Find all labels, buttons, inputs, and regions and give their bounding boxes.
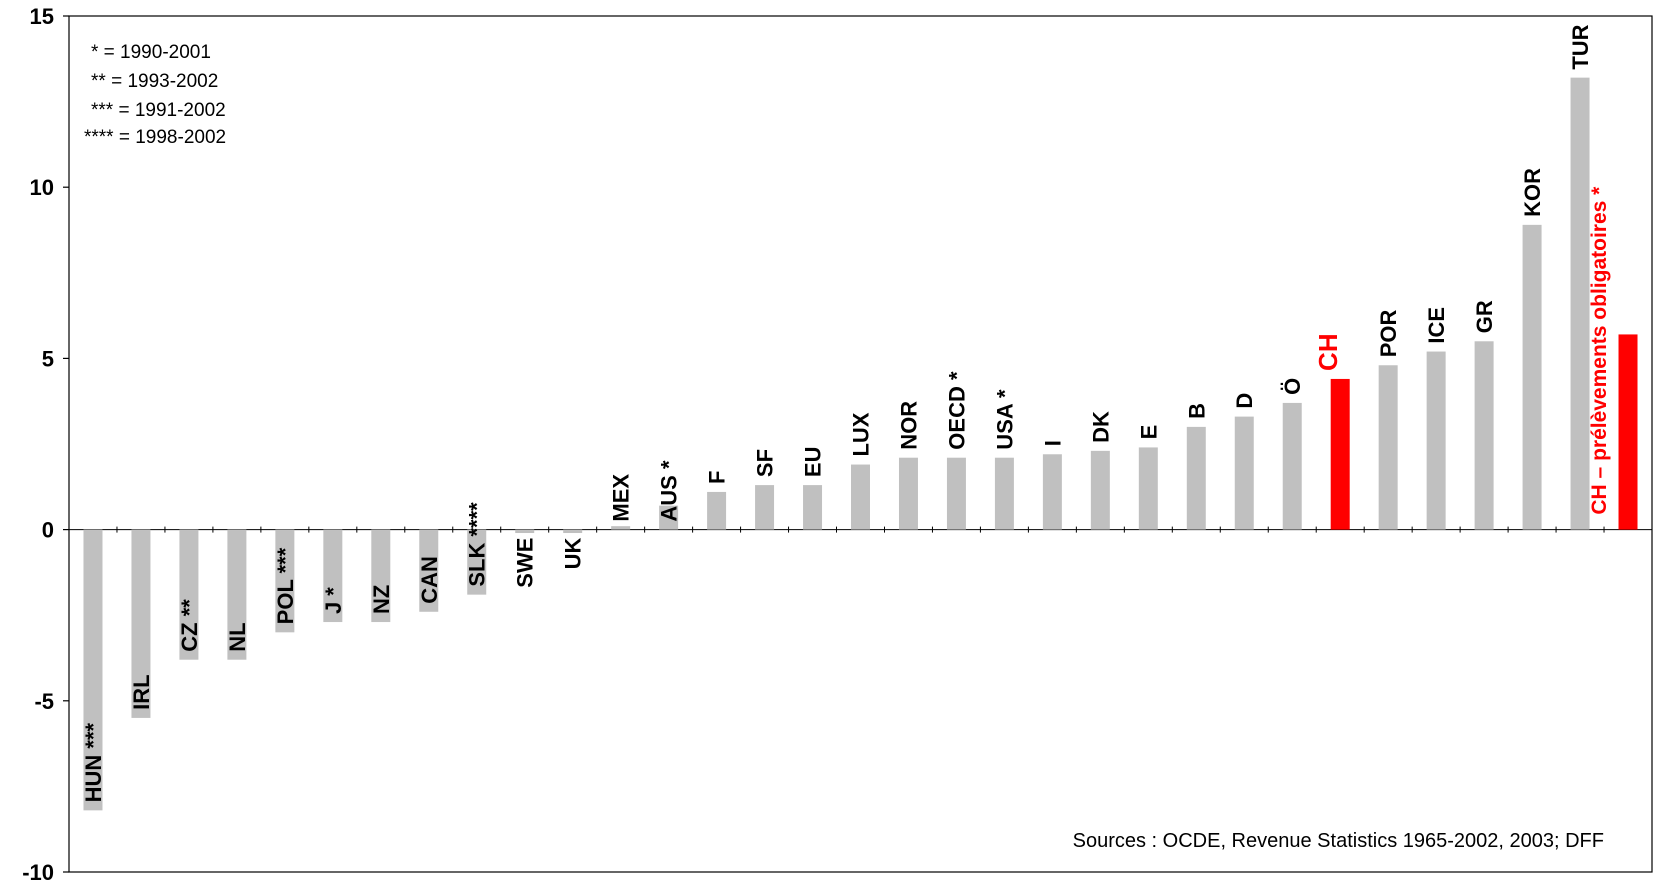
bar-label: D (1232, 393, 1257, 409)
bar (707, 491, 727, 530)
bar-label: Ö (1280, 378, 1305, 395)
bar-label: DK (1088, 411, 1113, 443)
bar (1042, 454, 1062, 530)
bar (1282, 402, 1302, 530)
bar (179, 529, 199, 660)
bar-label: AUS * (657, 460, 682, 522)
bar-label: CZ ** (177, 599, 202, 652)
bar (1330, 378, 1350, 530)
bar-label: OECD * (944, 371, 969, 450)
bar-label: NZ (369, 585, 394, 614)
bar-label: B (1184, 403, 1209, 419)
bar (419, 529, 439, 612)
bar-label: MEX (609, 474, 634, 522)
bar-label: SF (753, 449, 778, 477)
bar-labels: HUN *** IRL CZ ** NL POL *** J * NZ CAN SLK ****… (81, 24, 1611, 802)
bar (515, 529, 535, 534)
source-note: Sources : OCDE, Revenue Statistics 1965-… (1073, 830, 1604, 852)
y-tick-label: -5 (34, 689, 54, 714)
y-tick-label: 10 (30, 175, 54, 200)
bar-label: CAN (417, 556, 442, 604)
bar (227, 529, 247, 660)
bar-label: NOR (896, 401, 921, 450)
bar-label: SWE (513, 538, 538, 588)
bar-label: F (705, 470, 730, 483)
bar-label: USA * (992, 389, 1017, 450)
note-4: **** = 1998-2002 (84, 127, 226, 148)
bar-label: IRL (129, 674, 154, 709)
bar (659, 505, 679, 530)
bar-label: ICE (1424, 307, 1449, 344)
note-3: *** = 1991-2002 (91, 100, 226, 121)
bar-label: J * (321, 587, 346, 614)
y-axis: 15 10 5 0 -5 -10 (22, 4, 69, 885)
bar (1426, 351, 1446, 530)
bar (1618, 334, 1638, 530)
bar (83, 529, 103, 811)
bar (1186, 426, 1206, 530)
plot-border (68, 15, 1653, 873)
y-tick-label: 15 (30, 4, 54, 29)
bar (323, 529, 343, 623)
note-1: * = 1990-2001 (91, 42, 211, 63)
bar (851, 464, 870, 530)
bar-label: CH (1313, 333, 1343, 371)
bar (946, 457, 966, 530)
bar-label: HUN *** (81, 722, 106, 802)
bar (1378, 365, 1398, 530)
bar (1522, 224, 1542, 530)
bar (1570, 77, 1590, 530)
bar (275, 529, 295, 633)
bar-label: KOR (1520, 168, 1545, 217)
legend-notes: * = 1990-2001 ** = 1993-2002 *** = 1991-… (84, 42, 226, 148)
y-tick-label: -10 (22, 860, 54, 885)
bar (898, 457, 918, 530)
bar (611, 526, 631, 530)
bar-label: POR (1376, 309, 1401, 357)
bar (563, 529, 583, 534)
bar (371, 529, 391, 623)
bar-label: TUR (1568, 24, 1593, 69)
bar-label: SLK **** (465, 502, 490, 587)
bar (803, 485, 823, 530)
bar (1138, 447, 1158, 530)
bar (467, 529, 487, 595)
bar-label: LUX (849, 412, 874, 456)
note-2: ** = 1993-2002 (91, 71, 218, 92)
bar (994, 457, 1014, 530)
bar (755, 485, 775, 530)
bars (83, 77, 1638, 811)
y-tick-label: 0 (42, 518, 54, 543)
bar-label: GR (1472, 300, 1497, 333)
bar (131, 529, 151, 718)
bar-label: CH – prélèvements obligatoires * (1588, 186, 1611, 515)
bar (1474, 341, 1494, 530)
bar (1234, 416, 1254, 530)
bar-label: EU (801, 447, 826, 478)
bar (1090, 450, 1110, 530)
bar-label: E (1136, 425, 1161, 440)
y-tick-label: 5 (42, 346, 54, 371)
bar-label: I (1040, 440, 1065, 446)
bar-label: NL (225, 622, 250, 651)
bar-label: POL *** (273, 547, 298, 624)
bar-label: UK (561, 537, 586, 569)
